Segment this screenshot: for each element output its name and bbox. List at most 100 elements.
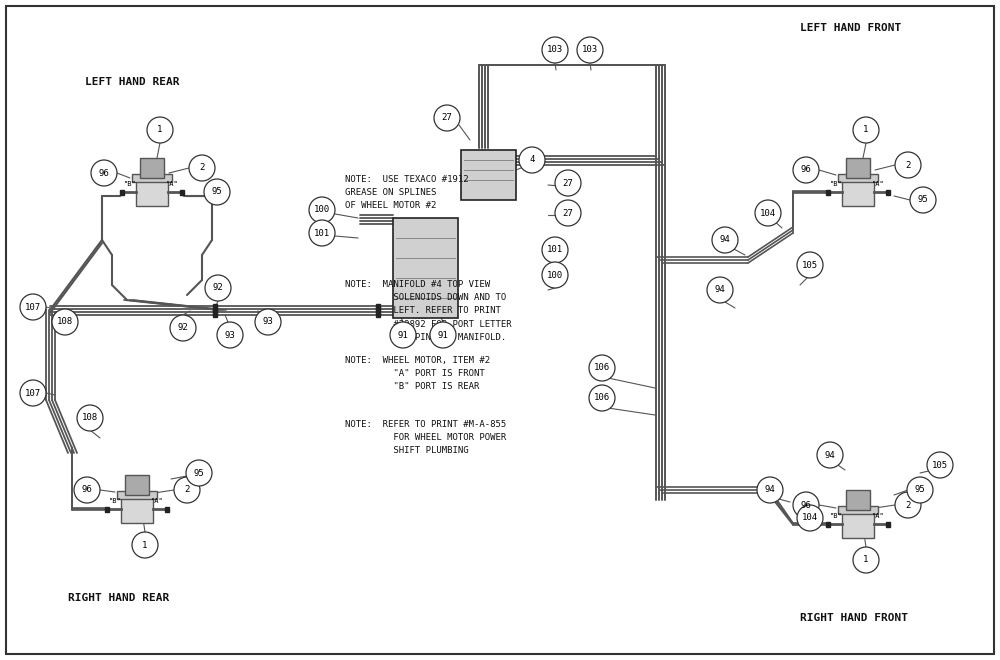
Bar	[376, 310, 380, 313]
Circle shape	[555, 200, 581, 226]
Bar	[838, 506, 878, 514]
Text: 100: 100	[314, 205, 330, 214]
Circle shape	[589, 385, 615, 411]
Text: 103: 103	[582, 46, 598, 55]
Text: 1: 1	[142, 541, 148, 550]
Text: 104: 104	[760, 209, 776, 218]
Circle shape	[390, 322, 416, 348]
Text: "B": "B"	[124, 181, 136, 187]
Text: "B": "B"	[830, 181, 842, 187]
Circle shape	[519, 147, 545, 173]
Bar	[213, 304, 217, 308]
Circle shape	[20, 294, 46, 320]
Bar	[376, 306, 380, 310]
Circle shape	[204, 179, 230, 205]
Text: 106: 106	[594, 364, 610, 372]
Text: 95: 95	[918, 195, 928, 205]
Circle shape	[186, 460, 212, 486]
Circle shape	[797, 505, 823, 531]
Circle shape	[797, 252, 823, 278]
Circle shape	[74, 477, 100, 503]
Bar	[165, 506, 169, 512]
Circle shape	[52, 309, 78, 335]
Circle shape	[430, 322, 456, 348]
Bar	[105, 506, 109, 512]
Circle shape	[174, 477, 200, 503]
Text: 96: 96	[801, 166, 811, 174]
Circle shape	[91, 160, 117, 186]
Text: 92: 92	[213, 284, 223, 292]
Circle shape	[217, 322, 243, 348]
Bar	[140, 158, 164, 178]
Text: 101: 101	[547, 246, 563, 255]
Circle shape	[927, 452, 953, 478]
Text: NOTE:  REFER TO PRINT #M-A-855
         FOR WHEEL MOTOR POWER
         SHIFT PLU: NOTE: REFER TO PRINT #M-A-855 FOR WHEEL …	[345, 420, 506, 455]
Bar	[842, 178, 874, 206]
Circle shape	[170, 315, 196, 341]
Circle shape	[895, 492, 921, 518]
Text: 104: 104	[802, 513, 818, 523]
Text: "B": "B"	[109, 498, 121, 504]
Text: 95: 95	[194, 469, 204, 477]
Bar	[376, 304, 380, 308]
Bar	[376, 312, 380, 317]
Circle shape	[793, 492, 819, 518]
Text: 27: 27	[442, 114, 452, 123]
Text: 107: 107	[25, 302, 41, 312]
Circle shape	[189, 155, 215, 181]
Circle shape	[910, 187, 936, 213]
Text: 91: 91	[438, 331, 448, 339]
Bar	[120, 189, 124, 195]
Text: 105: 105	[932, 461, 948, 469]
Circle shape	[20, 380, 46, 406]
Text: 94: 94	[715, 286, 725, 294]
Circle shape	[853, 117, 879, 143]
Circle shape	[309, 197, 335, 223]
Bar	[213, 312, 217, 317]
Circle shape	[755, 200, 781, 226]
Text: NOTE:  WHEEL MOTOR, ITEM #2
         "A" PORT IS FRONT
         "B" PORT IS REAR: NOTE: WHEEL MOTOR, ITEM #2 "A" PORT IS F…	[345, 356, 490, 391]
Text: 106: 106	[594, 393, 610, 403]
Bar	[460, 150, 516, 200]
Text: 103: 103	[547, 46, 563, 55]
Circle shape	[707, 277, 733, 303]
Circle shape	[147, 117, 173, 143]
Bar	[846, 158, 870, 178]
Bar	[846, 490, 870, 510]
Text: 27: 27	[563, 178, 573, 187]
Circle shape	[434, 105, 460, 131]
Text: "B": "B"	[830, 513, 842, 519]
Bar	[826, 189, 830, 195]
Text: 4: 4	[529, 156, 535, 164]
Text: 105: 105	[802, 261, 818, 269]
Text: 2: 2	[905, 500, 911, 510]
Text: 2: 2	[184, 486, 190, 494]
Text: LEFT HAND REAR: LEFT HAND REAR	[85, 77, 180, 87]
Circle shape	[255, 309, 281, 335]
Text: 94: 94	[765, 486, 775, 494]
Text: LEFT HAND FRONT: LEFT HAND FRONT	[800, 23, 901, 33]
Text: NOTE:  MANIFOLD #4 TOP VIEW
         SOLENOIDS DOWN AND TO
         LEFT. REFER : NOTE: MANIFOLD #4 TOP VIEW SOLENOIDS DOW…	[345, 280, 512, 342]
Text: 2: 2	[199, 164, 205, 172]
Text: 1: 1	[157, 125, 163, 135]
Circle shape	[132, 532, 158, 558]
Bar	[136, 178, 168, 206]
Bar	[886, 189, 890, 195]
Text: 95: 95	[212, 187, 222, 197]
Circle shape	[907, 477, 933, 503]
Text: 27: 27	[563, 209, 573, 218]
Circle shape	[555, 170, 581, 196]
Circle shape	[757, 477, 783, 503]
Bar	[125, 475, 149, 495]
Circle shape	[542, 37, 568, 63]
Text: 94: 94	[720, 236, 730, 244]
Text: "A": "A"	[166, 181, 178, 187]
Circle shape	[77, 405, 103, 431]
Text: 93: 93	[263, 317, 273, 327]
Bar	[132, 174, 172, 182]
Circle shape	[895, 152, 921, 178]
Text: RIGHT HAND FRONT: RIGHT HAND FRONT	[800, 613, 908, 623]
Text: 96: 96	[82, 486, 92, 494]
Bar	[886, 521, 890, 527]
Circle shape	[589, 355, 615, 381]
